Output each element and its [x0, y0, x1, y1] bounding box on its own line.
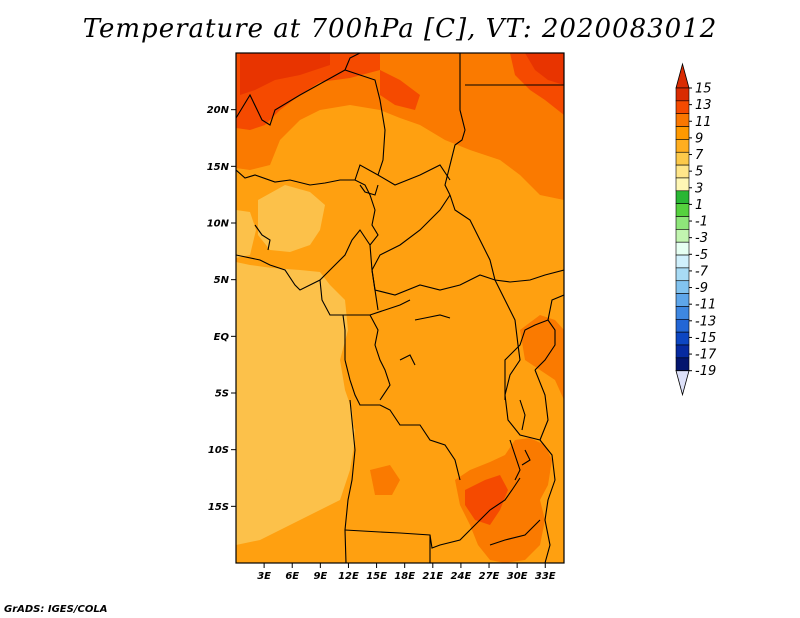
- colorbar-label: -19: [695, 364, 716, 379]
- colorbar-top-triangle: [675, 62, 690, 89]
- hotter-temp-region: [525, 53, 564, 85]
- colorbar-label: 1: [695, 198, 703, 213]
- light-temp-region: [236, 210, 256, 258]
- colorbar-swatch: [675, 241, 690, 256]
- colorbar-label: -15: [695, 331, 716, 346]
- warm-temp-region: [520, 315, 564, 400]
- colorbar-label: -5: [695, 248, 708, 263]
- credit-text: GrADS: IGES/COLA: [4, 604, 108, 615]
- warm-temp-region: [236, 53, 564, 200]
- x-tick-label: 21E: [422, 571, 443, 582]
- colorbar-label: -17: [695, 348, 717, 363]
- colorbar-label: -13: [695, 314, 716, 329]
- colorbar-swatch: [675, 126, 690, 140]
- y-tick-label: 20N: [207, 105, 230, 116]
- colorbar-swatch: [675, 87, 690, 102]
- colorbar-swatch: [675, 177, 690, 192]
- colorbar-label: 11: [695, 115, 712, 130]
- y-tick-label: 10N: [207, 219, 230, 230]
- colorbar-swatch: [675, 293, 690, 307]
- y-tick-label: 5N: [214, 275, 230, 286]
- colorbar-swatch: [675, 151, 690, 166]
- y-tick-label: EQ: [214, 332, 230, 343]
- x-tick-label: 12E: [338, 571, 359, 582]
- colorbar-swatch: [675, 203, 690, 217]
- y-tick-label: 10S: [208, 445, 229, 456]
- y-tick-label: 5S: [215, 389, 229, 400]
- light-temp-region: [236, 390, 355, 485]
- x-tick-label: 15E: [366, 571, 387, 582]
- colorbar-label: -3: [695, 231, 708, 246]
- colorbar-swatch: [675, 229, 690, 243]
- x-tick-label: 3E: [257, 571, 271, 582]
- hotter-temp-region: [240, 53, 330, 95]
- colorbar-swatch: [675, 139, 690, 153]
- x-tick-label: 33E: [535, 571, 556, 582]
- hot-temp-region: [380, 70, 420, 110]
- colorbar-label: -1: [695, 215, 708, 230]
- colorbar-label: -11: [695, 298, 716, 313]
- map-frame: [235, 52, 565, 564]
- x-tick-label: 27E: [479, 571, 500, 582]
- colorbar-swatch: [675, 254, 690, 269]
- colorbar-swatch: [675, 357, 690, 372]
- y-tick-label: 15N: [207, 162, 230, 173]
- colorbar-label: 3: [695, 181, 703, 196]
- x-tick-label: 6E: [285, 571, 299, 582]
- x-tick-label: 30E: [507, 571, 528, 582]
- light-temp-region: [258, 185, 325, 252]
- colorbar-bottom-triangle: [675, 370, 690, 397]
- colorbar-swatch: [675, 306, 690, 320]
- colorbar-label: 9: [695, 131, 703, 146]
- colorbar-label: 5: [695, 165, 703, 180]
- colorbar-swatch: [675, 100, 690, 114]
- x-tick-label: 9E: [313, 571, 327, 582]
- colorbar-swatch: [675, 267, 690, 282]
- chart-title: Temperature at 700hPa [C], VT: 202008301…: [82, 14, 718, 44]
- colorbar-label: 13: [695, 98, 712, 113]
- x-axis: 3E 6E 9E 12E 15E 18E 21E 24E 27E 30E 33E: [257, 563, 556, 582]
- y-axis: 20N 15N 10N 5N EQ 5S 10S 15S: [207, 105, 236, 513]
- colorbar-swatch: [675, 280, 690, 294]
- colorbar-label: 7: [695, 148, 704, 163]
- x-tick-label: 24E: [451, 571, 472, 582]
- colorbar-swatch: [675, 190, 690, 204]
- x-tick-label: 18E: [394, 571, 415, 582]
- warm-temp-region: [370, 465, 400, 495]
- colorbar-label: -7: [695, 264, 709, 279]
- colorbar-label: -9: [695, 281, 708, 296]
- colorbar-swatch: [675, 164, 690, 179]
- colorbar-swatch: [675, 344, 690, 359]
- colorbar-swatch: [675, 331, 690, 346]
- country-borders: [236, 53, 564, 563]
- colorbar-swatch: [675, 216, 690, 230]
- colorbar-swatch: [675, 318, 690, 333]
- colorbar-label: 15: [695, 82, 712, 97]
- y-tick-label: 15S: [208, 502, 229, 513]
- hot-temp-region: [465, 475, 508, 525]
- colorbar-swatch: [675, 113, 690, 127]
